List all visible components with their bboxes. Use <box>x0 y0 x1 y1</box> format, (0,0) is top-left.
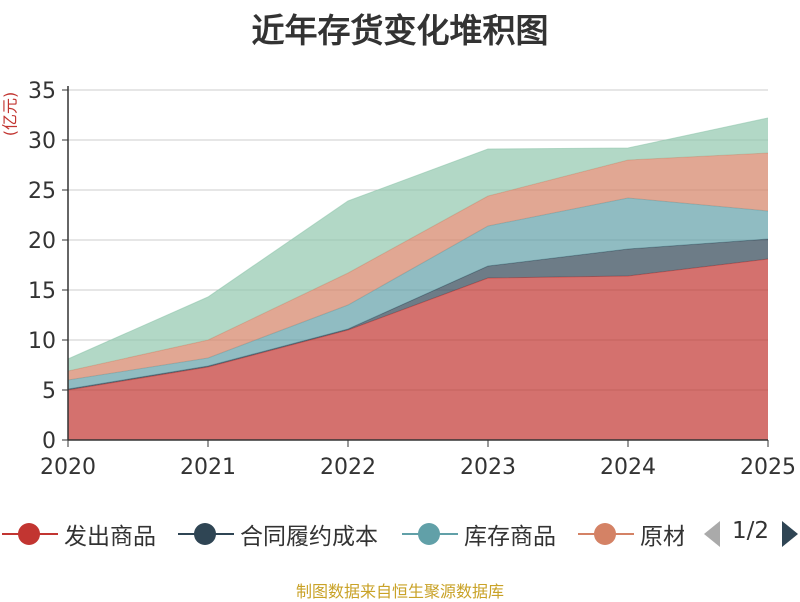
x-tick-label: 2025 <box>740 455 796 480</box>
y-tick-label: 5 <box>42 379 56 404</box>
legend-clip: 原材料 <box>560 512 684 556</box>
legend: 发出商品 合同履约成本 库存商品 原材料 1/2 <box>0 512 800 556</box>
legend-item-2[interactable]: 库存商品 <box>402 512 556 556</box>
x-tick-labels: 2020 2021 2022 2023 2024 2025 <box>40 455 796 480</box>
y-tick-labels: 0 5 10 15 20 25 30 35 <box>28 79 56 454</box>
y-tick-label: 30 <box>28 129 56 154</box>
axes <box>62 86 769 447</box>
legend-marker-0 <box>2 522 58 546</box>
legend-marker-1 <box>178 522 234 546</box>
legend-label-2: 库存商品 <box>464 524 556 550</box>
y-tick-label: 0 <box>42 429 56 454</box>
next-page-icon[interactable] <box>782 521 798 547</box>
legend-page-indicator: 1/2 <box>732 518 770 544</box>
area-series <box>67 117 769 440</box>
legend-label-0: 发出商品 <box>64 524 156 550</box>
x-tick-label: 2024 <box>600 455 656 480</box>
area-series-1[interactable] <box>68 239 768 390</box>
y-tick-label: 15 <box>28 279 56 304</box>
legend-marker-2 <box>402 522 458 546</box>
data-source-note: 制图数据来自恒生聚源数据库 <box>295 582 504 601</box>
y-tick-label: 25 <box>28 179 56 204</box>
legend-item-3[interactable]: 原材料 <box>578 512 684 556</box>
x-tick-label: 2022 <box>320 455 376 480</box>
legend-label-3: 原材料 <box>640 524 684 550</box>
area-series-0[interactable] <box>68 259 768 440</box>
legend-dot-1 <box>194 523 216 545</box>
y-tick-label: 10 <box>28 329 56 354</box>
y-tick-label: 35 <box>28 79 56 104</box>
legend-dot-2 <box>418 523 440 545</box>
x-tick-label: 2021 <box>180 455 236 480</box>
legend-marker-3 <box>578 522 634 546</box>
legend-pager: 1/2 <box>700 512 800 556</box>
legend-item-1[interactable]: 合同履约成本 <box>178 512 378 556</box>
legend-item-0[interactable]: 发出商品 <box>2 512 156 556</box>
area-series-4[interactable] <box>68 118 768 371</box>
chart-title: 近年存货变化堆积图 <box>251 11 549 50</box>
x-tick-label: 2023 <box>460 455 516 480</box>
area-edge-4 <box>67 117 769 360</box>
x-tick-label: 2020 <box>40 455 96 480</box>
legend-dot-3 <box>594 523 616 545</box>
legend-dot-0 <box>18 523 40 545</box>
previous-page-icon[interactable] <box>704 521 720 547</box>
area-series-2[interactable] <box>68 198 768 389</box>
legend-label-1: 合同履约成本 <box>240 524 378 550</box>
y-tick-label: 20 <box>28 229 56 254</box>
